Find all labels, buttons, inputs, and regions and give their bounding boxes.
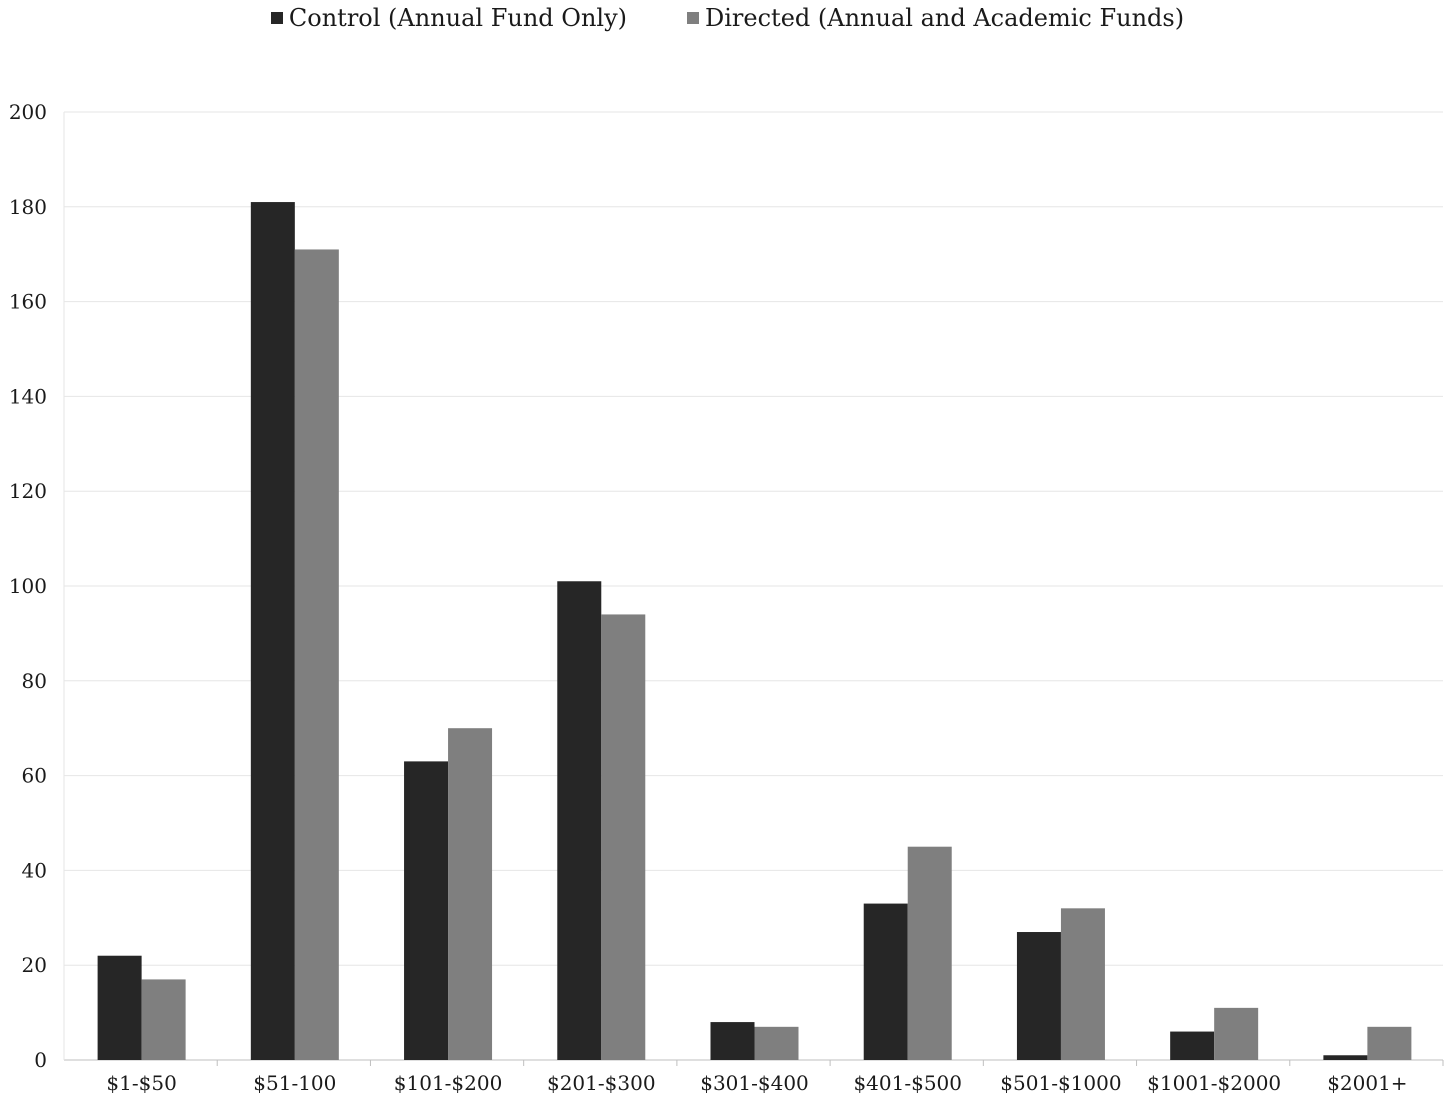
bar-control xyxy=(557,581,602,1060)
y-tick-label: 140 xyxy=(9,384,47,408)
x-tick-label: $501-$1000 xyxy=(1000,1071,1121,1095)
bar-control xyxy=(1016,932,1061,1060)
x-tick-label: $1001-$2000 xyxy=(1147,1071,1281,1095)
x-tick-label: $401-$500 xyxy=(853,1071,962,1095)
x-tick-label: $301-$400 xyxy=(700,1071,809,1095)
chart-legend: Control (Annual Fund Only) Directed (Ann… xyxy=(0,4,1455,32)
y-tick-label: 160 xyxy=(9,290,47,314)
bar-control xyxy=(404,761,449,1060)
bar-control xyxy=(710,1022,755,1060)
y-tick-label: 0 xyxy=(34,1048,47,1072)
y-tick-label: 180 xyxy=(9,195,47,219)
bar-control xyxy=(863,903,908,1060)
y-tick-label: 20 xyxy=(22,953,47,977)
legend-item-directed: Directed (Annual and Academic Funds) xyxy=(687,4,1184,32)
legend-item-control: Control (Annual Fund Only) xyxy=(270,4,628,32)
bar-directed xyxy=(294,249,339,1060)
bar-control xyxy=(250,202,295,1060)
bar-control xyxy=(1323,1055,1368,1060)
bar-directed xyxy=(1060,908,1105,1060)
x-tick-label: $2001+ xyxy=(1327,1071,1407,1095)
bar-control xyxy=(1170,1031,1215,1060)
y-tick-label: 40 xyxy=(22,858,47,882)
legend-swatch-directed xyxy=(687,12,700,24)
bar-directed xyxy=(448,728,493,1060)
bar-directed xyxy=(141,979,186,1060)
bar-directed xyxy=(1367,1026,1412,1060)
legend-label-directed: Directed (Annual and Academic Funds) xyxy=(705,4,1185,32)
bar-directed xyxy=(754,1026,799,1060)
x-tick-label: $1-$50 xyxy=(106,1071,176,1095)
x-tick-label: $201-$300 xyxy=(547,1071,656,1095)
y-tick-label: 100 xyxy=(9,574,47,598)
bar-directed xyxy=(601,614,646,1060)
y-tick-label: 60 xyxy=(22,764,47,788)
x-tick-label: $101-$200 xyxy=(394,1071,503,1095)
bar-directed xyxy=(907,846,952,1060)
bar-directed xyxy=(1214,1007,1259,1060)
x-tick-label: $51-100 xyxy=(253,1071,336,1095)
legend-label-control: Control (Annual Fund Only) xyxy=(288,4,628,32)
y-tick-label: 80 xyxy=(22,669,47,693)
bar-control xyxy=(97,955,142,1060)
legend-swatch-control xyxy=(270,12,283,24)
y-tick-label: 120 xyxy=(9,479,47,503)
y-tick-label: 200 xyxy=(9,100,47,124)
